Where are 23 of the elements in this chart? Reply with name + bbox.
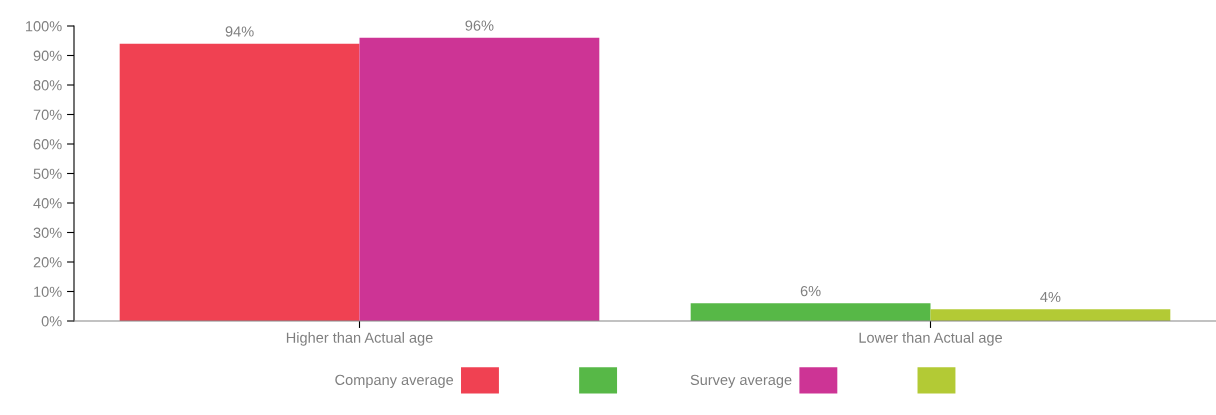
bar xyxy=(930,309,1171,321)
data-label: 94% xyxy=(225,26,254,37)
y-tick-label: 40% xyxy=(33,198,62,209)
x-tick-label: Higher than Actual age xyxy=(286,332,433,346)
y-tick-label: 60% xyxy=(33,139,62,150)
y-tick-label: 50% xyxy=(33,168,62,179)
bar xyxy=(119,43,360,321)
data-label: 6% xyxy=(800,285,821,297)
y-tick-label: 20% xyxy=(33,257,62,268)
data-label: 4% xyxy=(1040,291,1061,303)
legend-label: Survey average xyxy=(690,374,792,388)
y-tick-label: 100% xyxy=(26,21,62,32)
y-tick-label: 70% xyxy=(33,109,62,120)
y-tick-label: 10% xyxy=(34,286,62,297)
y-tick-label: 80% xyxy=(33,80,62,91)
bar xyxy=(359,37,600,321)
data-label: 96% xyxy=(465,20,494,31)
y-tick-label: 0% xyxy=(41,316,62,327)
legend-label: Company average xyxy=(335,374,454,388)
y-tick-label: 90% xyxy=(33,50,62,61)
bar xyxy=(690,303,931,321)
x-tick-label: Lower than Actual age xyxy=(859,332,1003,346)
y-tick-label: 30% xyxy=(33,227,62,238)
